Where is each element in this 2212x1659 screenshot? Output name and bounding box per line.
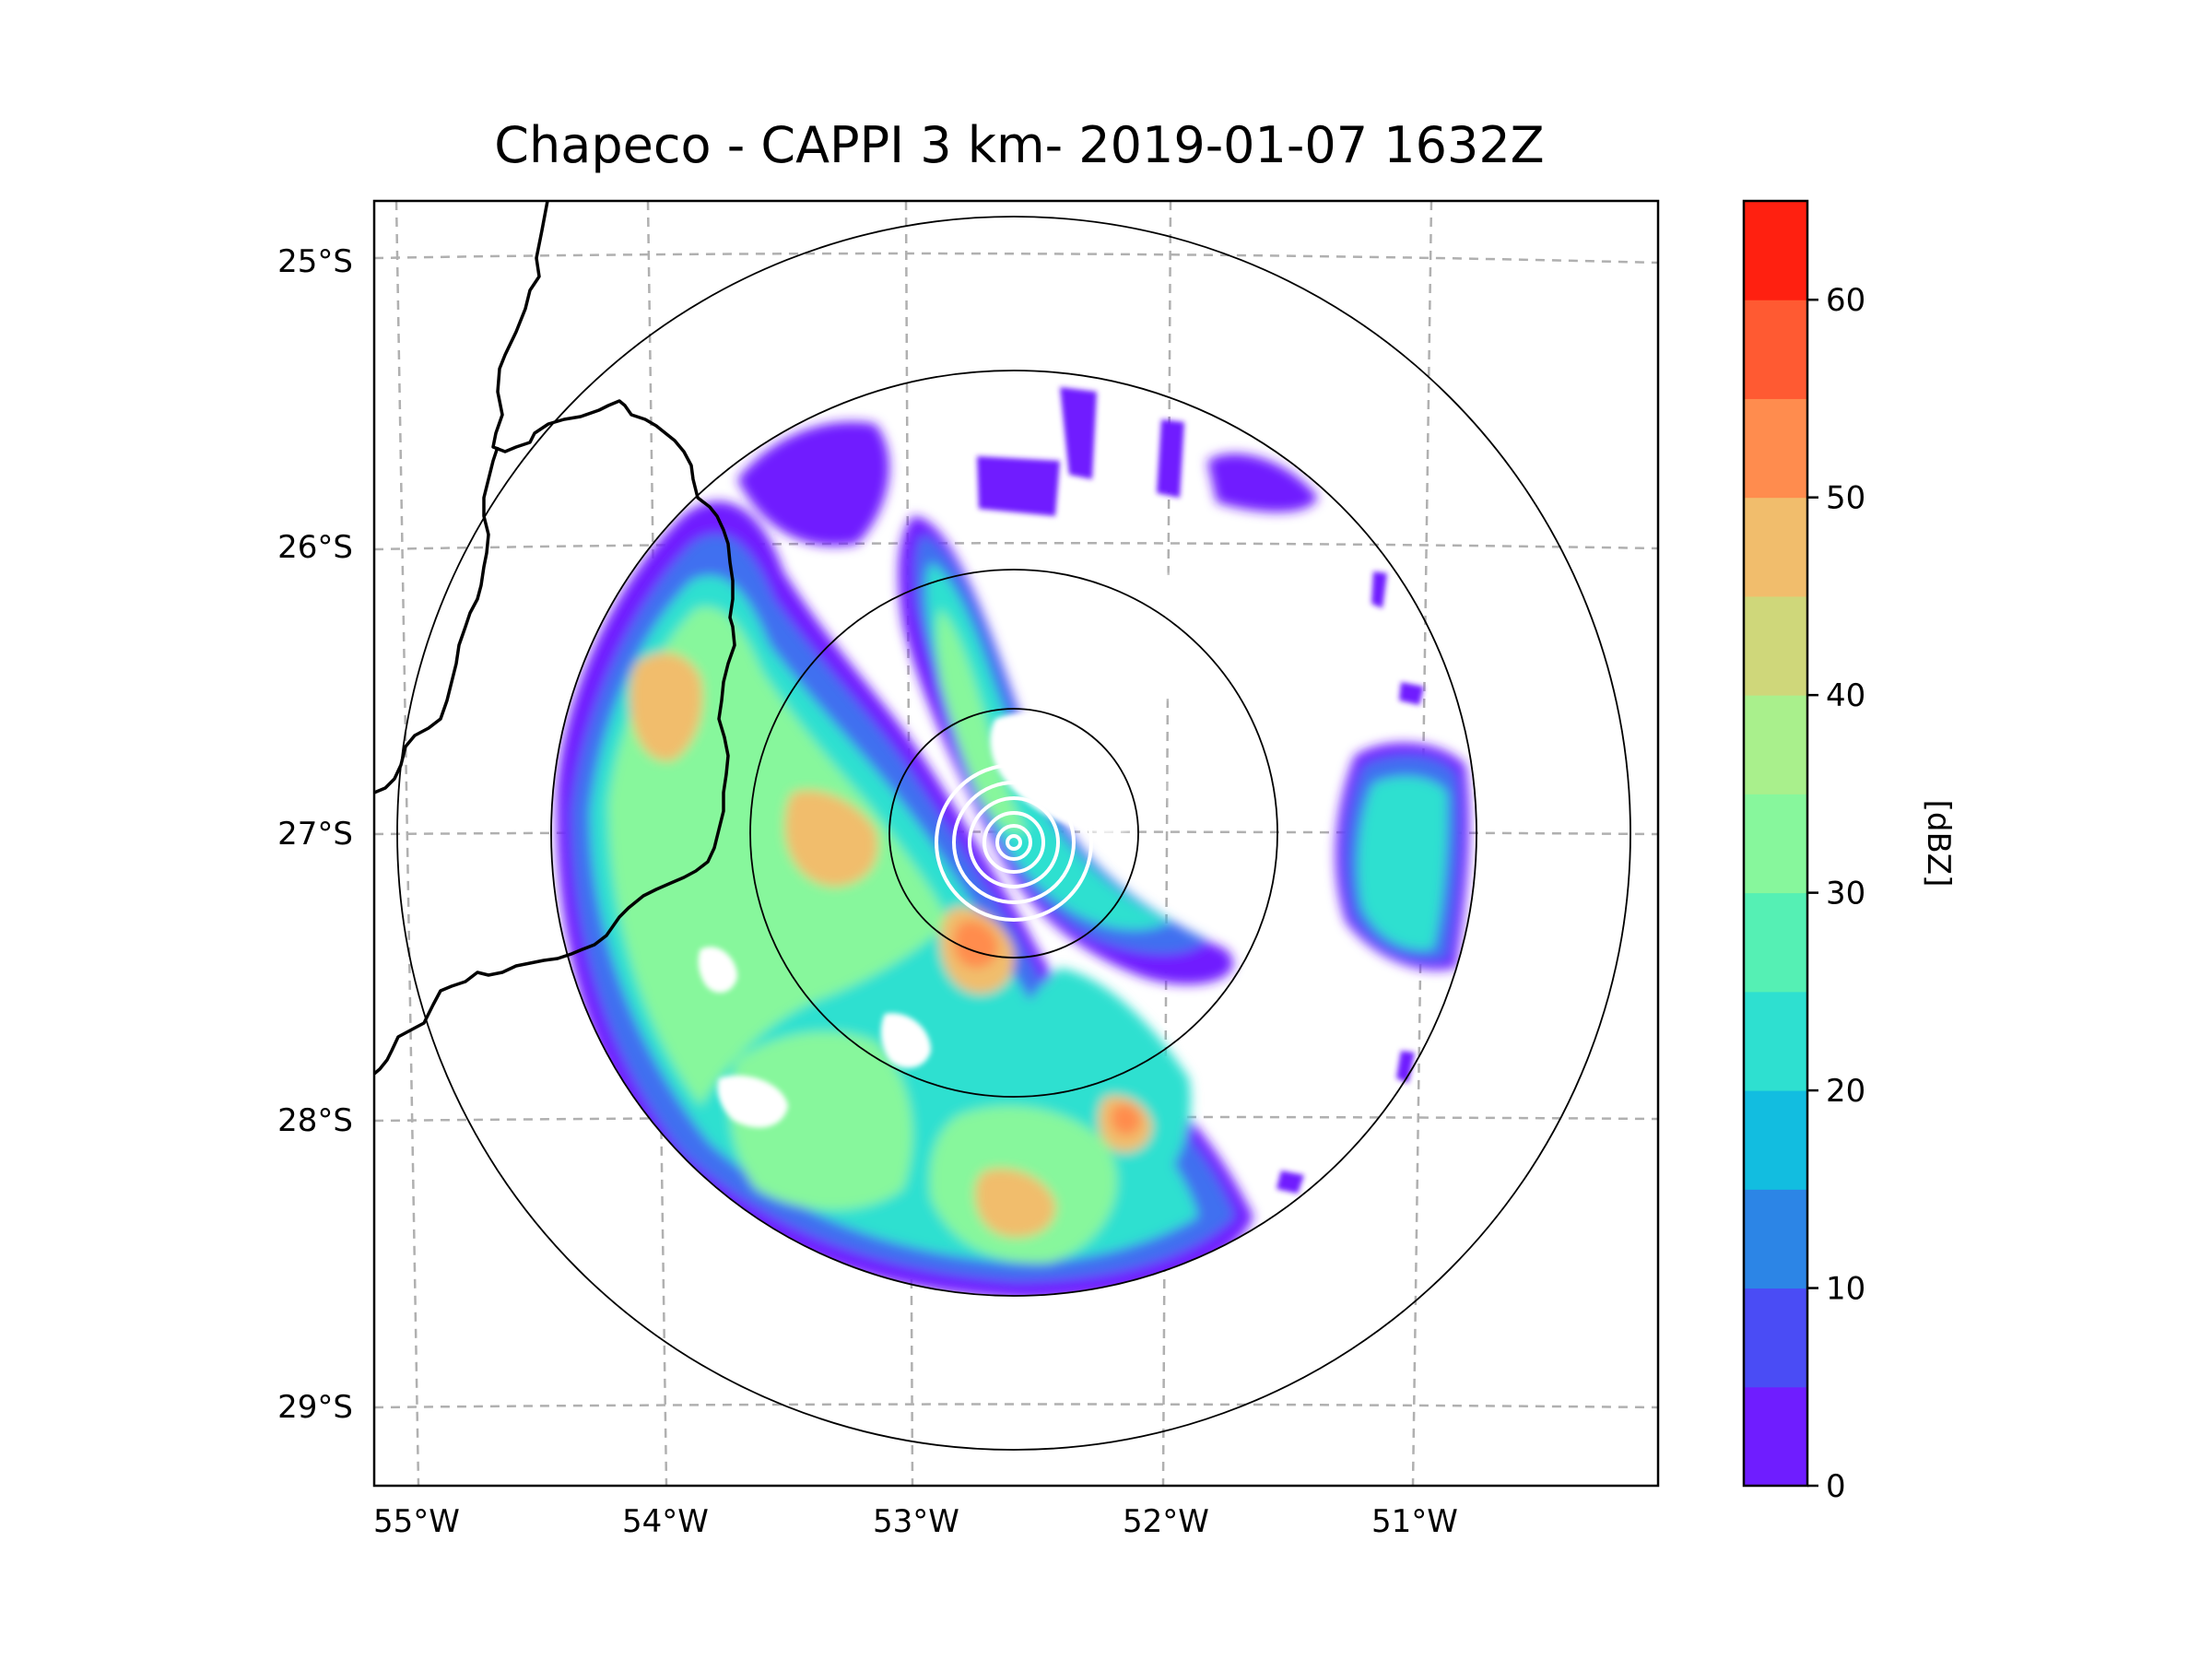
- colorbar: 0 10 20 30 40 50 60 [dBZ]: [1742, 199, 1957, 1505]
- echo-weak-north: [737, 421, 889, 547]
- chart-title: Chapeco - CAPPI 3 km- 2019-01-07 1632Z: [494, 116, 1545, 174]
- gridline-lon-54: [646, 201, 668, 1486]
- lon-tick-label: 52°W: [1123, 1503, 1209, 1540]
- map-frame: [372, 199, 1660, 1488]
- echo-weak-fleck-e2: [1399, 682, 1424, 705]
- gridline-lon-51: [1411, 201, 1433, 1486]
- lat-tick-label: 26°S: [277, 529, 353, 566]
- gridline-lat-25: [374, 252, 1658, 265]
- colorbar-tick-label: 0: [1826, 1468, 1846, 1505]
- colorbar-segment: [1744, 595, 1807, 696]
- echo-weak-ne: [1207, 453, 1318, 512]
- lon-tick-label: 55°W: [373, 1503, 460, 1540]
- lat-tick-label: 25°S: [277, 243, 353, 280]
- echo-gap-south-1: [880, 1013, 931, 1068]
- gridline-lon-55: [394, 201, 420, 1486]
- echo-weak-fleck-e1: [1371, 571, 1387, 608]
- colorbar-segment: [1744, 892, 1807, 993]
- echo-intense-central: [953, 920, 999, 969]
- echo-intense-se: [1111, 1103, 1141, 1135]
- echo-gap-east-1: [1194, 845, 1318, 912]
- radar-site-marker: [935, 763, 1093, 922]
- state-border: [374, 201, 736, 1076]
- state-border-west-arm: [374, 446, 500, 794]
- lon-tick-label: 51°W: [1371, 1503, 1458, 1540]
- gridline-lat-28: [374, 1115, 1658, 1123]
- colorbar-segments: [1744, 201, 1807, 1487]
- echo-weak-fleck-n2: [1157, 419, 1184, 498]
- colorbar-tick-label: 10: [1826, 1271, 1865, 1308]
- reflectivity-field: [556, 387, 1470, 1296]
- lat-tick-label: 28°S: [277, 1102, 353, 1139]
- echo-gap-south-2: [717, 1075, 788, 1128]
- lat-axis: 25°S 26°S 27°S 28°S 29°S: [277, 243, 353, 1426]
- range-ring-1: [888, 708, 1139, 959]
- colorbar-segment: [1744, 1189, 1807, 1289]
- colorbar-segment: [1744, 300, 1807, 399]
- echo-gap-ne: [1026, 562, 1258, 702]
- echo-weak-fleck-n3: [977, 456, 1060, 516]
- colorbar-segment: [1744, 695, 1807, 794]
- colorbar-segment: [1744, 497, 1807, 597]
- echo-strong-central: [935, 608, 1028, 833]
- gridline-lat-26: [374, 541, 1658, 551]
- colorbar-tick-label: 50: [1826, 480, 1865, 517]
- colorbar-label: [dBZ]: [1920, 800, 1957, 888]
- echo-strong-sw: [729, 1031, 912, 1210]
- colorbar-segment: [1744, 201, 1807, 300]
- echo-weak-fleck-n1: [1060, 387, 1097, 479]
- echo-heavy-west-1: [629, 653, 703, 761]
- gridline-lat-29: [374, 1403, 1658, 1409]
- colorbar-segment: [1744, 1090, 1807, 1190]
- colorbar-segment: [1744, 1288, 1807, 1388]
- gridline-lon-52: [1161, 201, 1172, 1486]
- range-ring-4: [396, 216, 1631, 1451]
- echo-light-central: [914, 535, 1207, 954]
- lat-tick-label: 27°S: [277, 816, 353, 853]
- colorbar-tick-label: 20: [1826, 1073, 1865, 1110]
- colorbar-segment: [1744, 1386, 1807, 1487]
- colorbar-segment: [1744, 991, 1807, 1091]
- colorbar-ticks: 0 10 20 30 40 50 60: [1807, 282, 1865, 1505]
- echo-weak-fleck-se1: [1277, 1171, 1304, 1194]
- lon-tick-label: 54°W: [622, 1503, 709, 1540]
- echo-weak-fleck-se2: [1396, 1051, 1415, 1083]
- colorbar-frame: [1742, 199, 1809, 1488]
- colorbar-tick-label: 60: [1826, 282, 1865, 319]
- colorbar-tick-label: 30: [1826, 876, 1865, 912]
- lon-axis: 55°W 54°W 53°W 52°W 51°W: [373, 1503, 1458, 1540]
- colorbar-segment: [1744, 794, 1807, 894]
- colorbar-segment: [1744, 398, 1807, 499]
- echo-heavy-west-2: [784, 790, 878, 887]
- echo-moderate-east: [1358, 776, 1448, 950]
- echo-gap-west-1: [698, 947, 737, 994]
- range-rings: [396, 216, 1631, 1451]
- colorbar-tick-label: 40: [1826, 677, 1865, 714]
- range-ring-2: [749, 569, 1278, 1098]
- echo-heavy-south: [975, 1168, 1056, 1238]
- lon-tick-label: 53°W: [873, 1503, 959, 1540]
- range-ring-3: [550, 370, 1477, 1297]
- lat-tick-label: 29°S: [277, 1389, 353, 1426]
